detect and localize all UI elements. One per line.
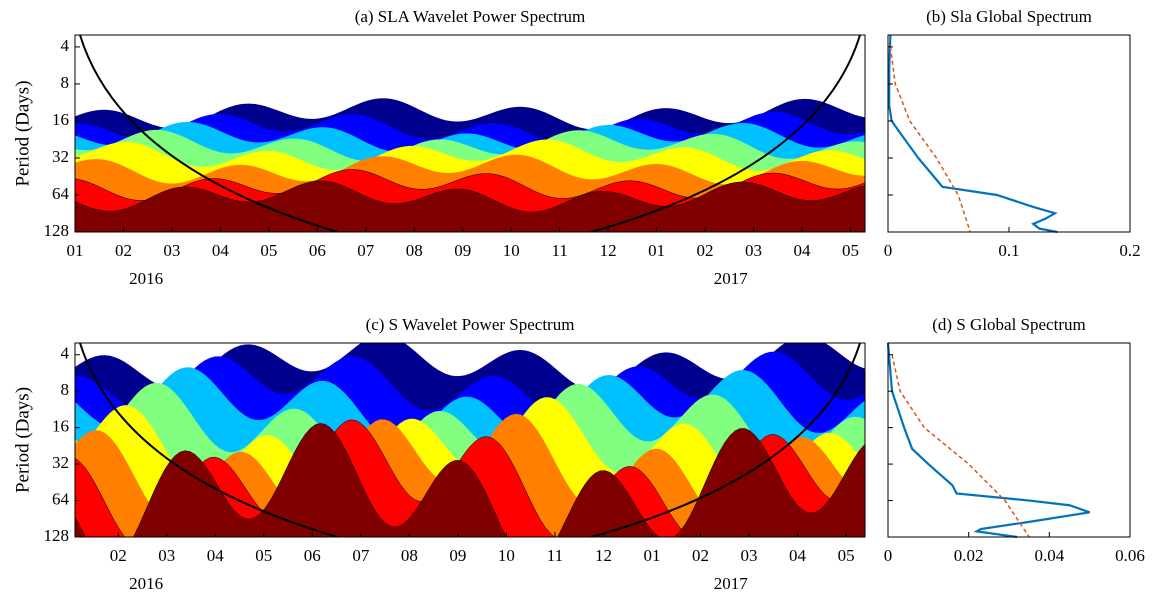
panel-title: (d) S Global Spectrum [932,315,1085,334]
y-axis-label: Period (Days) [12,387,33,493]
x-tick-label: 09 [454,241,471,260]
y-tick-label: 64 [52,184,70,203]
cone-of-influence [587,343,861,537]
x-tick-label: 0.02 [954,546,984,565]
spectrum-line [888,34,1058,234]
x-tick-label: 0.04 [1034,546,1064,565]
spectrum-line [886,342,1091,539]
panel-title: (a) SLA Wavelet Power Spectrum [355,7,586,26]
x-tick-label: 01 [643,546,660,565]
x-tick-label: 02 [692,546,709,565]
x-tick-label: 08 [406,241,423,260]
x-tick-label: 08 [401,546,418,565]
x-tick-label: 05 [260,241,277,260]
y-tick-label: 32 [52,453,69,472]
y-tick-label: 128 [44,526,70,545]
x-tick-label: 0 [884,546,893,565]
cone-of-influence [587,35,861,232]
cone-of-influence [79,35,342,232]
x-tick-label: 0.06 [1115,546,1145,565]
axes-frame [887,342,1131,538]
x-tick-label: 10 [498,546,515,565]
x-tick-label: 05 [842,241,859,260]
x-tick-label: 04 [207,546,225,565]
year-label: 2017 [714,269,749,288]
y-tick-label: 64 [52,489,70,508]
x-tick-label: 03 [741,546,758,565]
panel-title: (b) Sla Global Spectrum [926,7,1092,26]
x-tick-label: 09 [449,546,466,565]
x-tick-label: 02 [697,241,714,260]
y-axis-label: Period (Days) [12,80,33,186]
x-tick-label: 03 [745,241,762,260]
x-tick-label: 06 [304,546,321,565]
contour-fill [75,423,865,537]
y-tick-label: 8 [61,73,70,92]
y-tick-label: 32 [52,147,69,166]
x-tick-label: 11 [547,546,563,565]
x-tick-label: 03 [158,546,175,565]
x-tick-label: 05 [838,546,855,565]
x-tick-label: 04 [789,546,807,565]
wavelet-field [75,35,865,232]
x-tick-label: 10 [503,241,520,260]
axes-frame [74,342,866,538]
x-tick-label: 02 [110,546,127,565]
x-tick-label: 07 [352,546,370,565]
year-label: 2016 [129,269,163,288]
x-tick-label: 12 [600,241,617,260]
x-tick-label: 11 [551,241,567,260]
y-tick-label: 8 [61,380,70,399]
wavelet-field [75,343,865,537]
x-tick-label: 12 [595,546,612,565]
x-tick-label: 02 [115,241,132,260]
axes-frame [74,34,866,233]
year-label: 2017 [714,574,749,593]
x-tick-label: 01 [67,241,84,260]
axes-frame [887,34,1131,233]
x-tick-label: 0.1 [998,241,1019,260]
cone-of-influence [79,343,342,537]
x-tick-label: 01 [648,241,665,260]
y-tick-label: 16 [52,417,69,436]
y-tick-label: 128 [44,221,70,240]
x-tick-label: 07 [357,241,375,260]
y-tick-label: 4 [61,344,70,363]
year-label: 2016 [129,574,163,593]
panel-title: (c) S Wavelet Power Spectrum [366,315,575,334]
x-tick-label: 0 [884,241,893,260]
spectrum-line [889,46,971,233]
y-tick-label: 16 [52,110,69,129]
spectrum-line [891,354,1030,538]
x-tick-label: 04 [212,241,230,260]
x-tick-label: 05 [255,546,272,565]
x-tick-label: 03 [163,241,180,260]
x-tick-label: 0.2 [1119,241,1140,260]
y-tick-label: 4 [61,36,70,55]
contour-fill [75,180,865,232]
x-tick-label: 06 [309,241,326,260]
x-tick-label: 04 [793,241,811,260]
